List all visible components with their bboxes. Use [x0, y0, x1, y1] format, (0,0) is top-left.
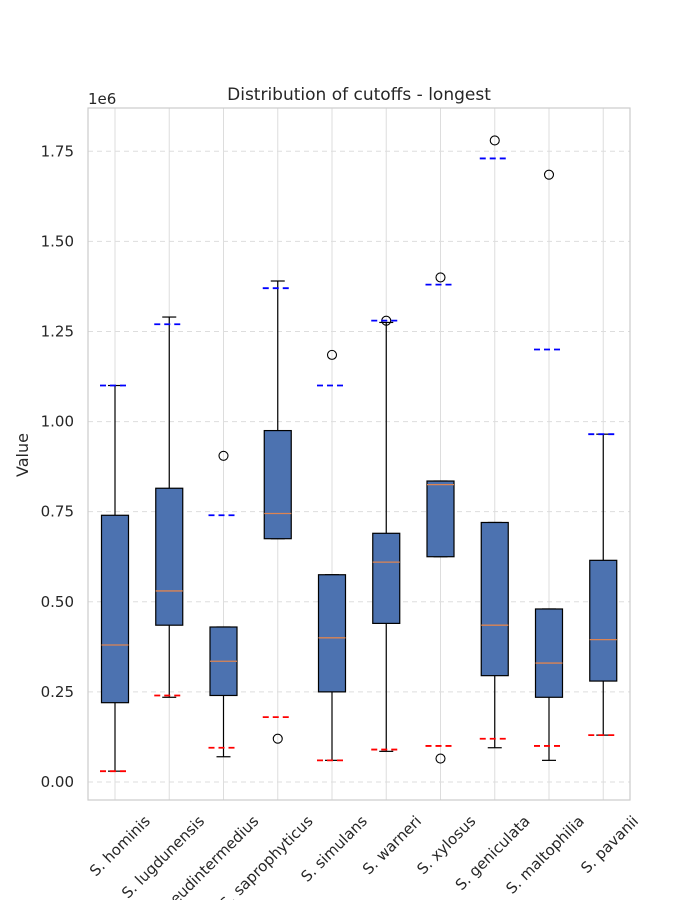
x-tick-label: S. saprophyticus: [216, 812, 317, 900]
y-offset-label: 1e6: [88, 90, 116, 108]
box-layer: [100, 135, 618, 772]
box: [480, 521, 509, 677]
box: [534, 608, 564, 698]
marker-layer: [100, 157, 619, 773]
x-tick-label: S. pavanii: [577, 812, 642, 877]
box: [263, 429, 292, 540]
y-axis-label: Value: [13, 433, 32, 477]
box: [317, 574, 347, 693]
box: [155, 487, 184, 626]
y-tick-label: 1.50: [41, 232, 74, 250]
box: [100, 514, 130, 704]
outlier-point: [489, 135, 500, 146]
y-tick-label: 1.25: [41, 322, 74, 340]
y-tick-labels: 0.00 0.25 0.50 0.75 1.00 1.25 1.50 1.75: [41, 142, 74, 791]
box: [426, 480, 455, 558]
y-tick-label: 1.75: [41, 142, 74, 160]
y-tick-label: 1.00: [41, 413, 74, 431]
box: [372, 532, 401, 624]
plot-frame: [87, 107, 631, 801]
outlier-point: [326, 349, 338, 360]
box: [589, 559, 618, 682]
y-tick-label: 0.00: [41, 773, 74, 791]
y-tick-label: 0.25: [41, 683, 74, 701]
y-tick-label: 0.50: [41, 593, 74, 611]
outlier-point: [272, 733, 283, 744]
outlier-point: [435, 753, 446, 764]
chart-title: Distribution of cutoffs - longest: [227, 85, 491, 105]
outlier-point: [218, 450, 229, 461]
y-tick-label: 0.75: [41, 503, 74, 521]
outlier-point: [543, 169, 555, 180]
outlier-point: [435, 272, 446, 283]
